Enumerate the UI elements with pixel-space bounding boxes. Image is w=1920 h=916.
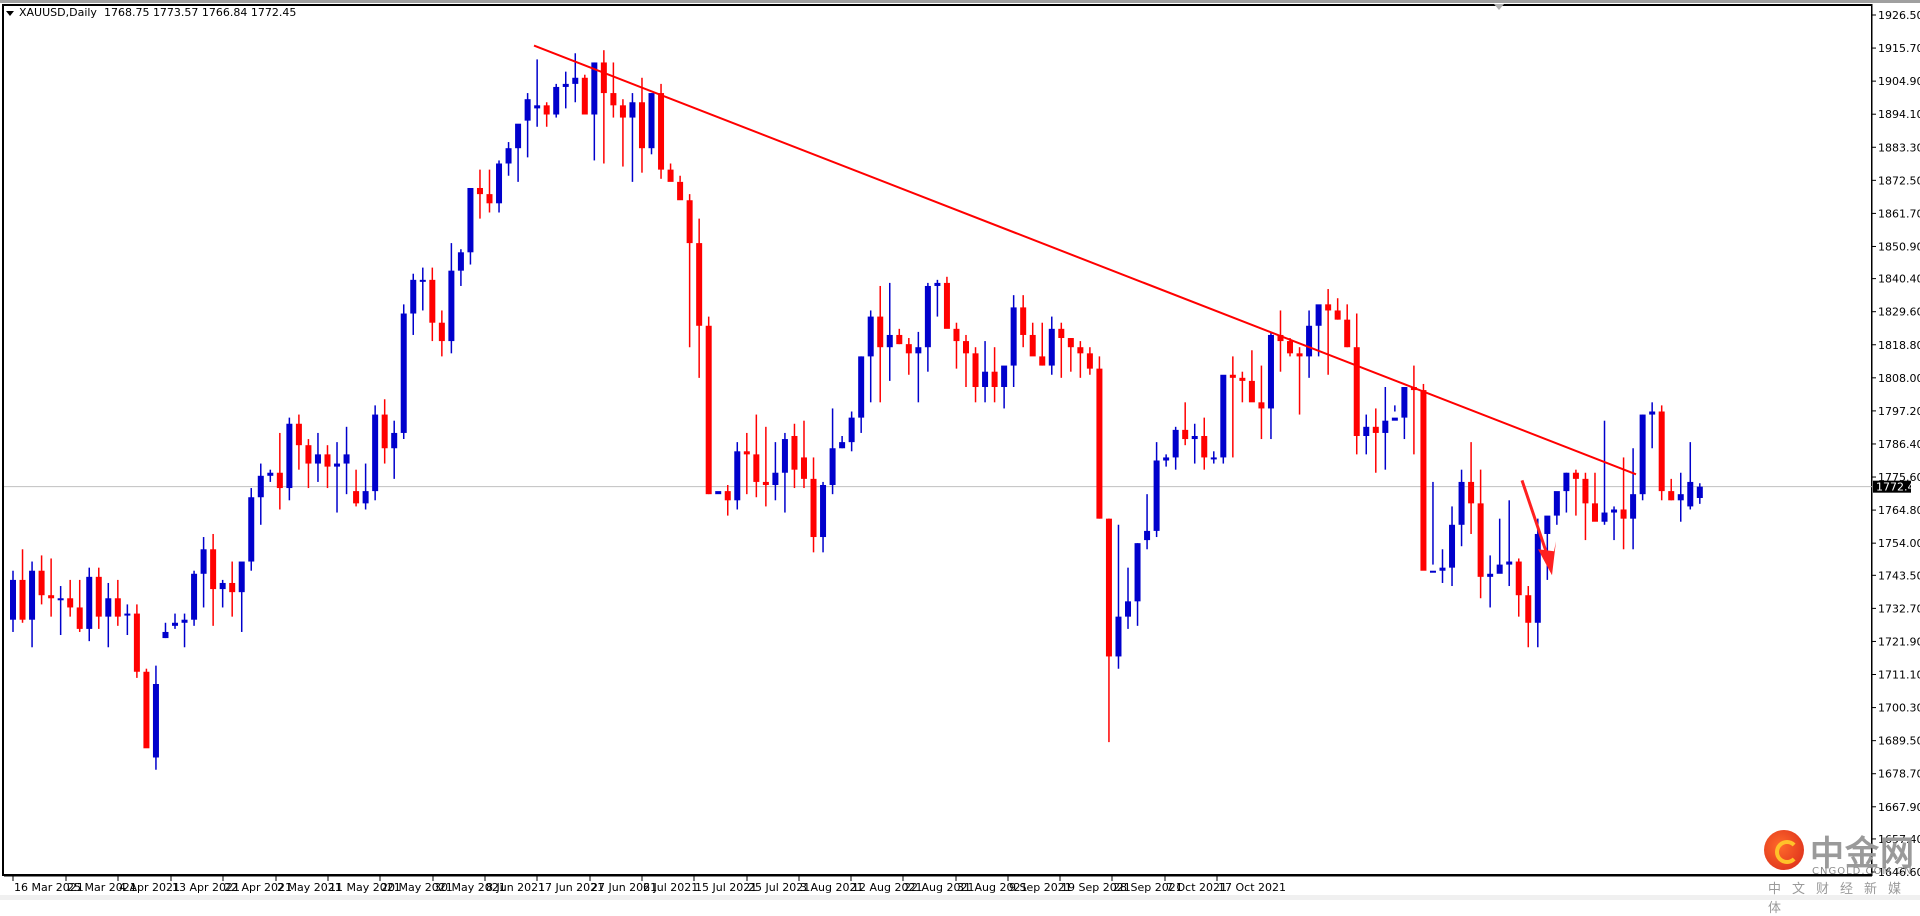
date-tick-label: 8 Jun 2021 xyxy=(486,881,545,894)
price-tick-label: 1861.70 xyxy=(1878,207,1920,220)
price-tick-label: 1904.90 xyxy=(1878,75,1920,88)
price-tick-label: 1786.40 xyxy=(1878,438,1920,451)
date-tick-label: 6 Jul 2021 xyxy=(643,881,698,894)
date-tick-label: 2 May 2021 xyxy=(277,881,342,894)
price-tick-label: 1797.20 xyxy=(1878,405,1920,418)
price-tick-label: 1926.50 xyxy=(1878,9,1920,22)
ohlc-values: 1768.75 1773.57 1766.84 1772.45 xyxy=(103,6,297,19)
date-tick-label: 25 Mar 2021 xyxy=(67,881,137,894)
price-tick-label: 1872.50 xyxy=(1878,174,1920,187)
cngold-logo-icon xyxy=(1764,830,1804,870)
price-tick-label: 1850.90 xyxy=(1878,240,1920,253)
symbol-timeframe: XAUUSD,Daily xyxy=(19,6,97,19)
watermark-cn: 中金网 xyxy=(1810,834,1915,874)
price-tick-label: 1678.70 xyxy=(1878,768,1920,781)
date-tick-label: 15 Jul 2021 xyxy=(695,881,757,894)
date-tick-label: 9 Sep 2021 xyxy=(1009,881,1072,894)
current-price-tag xyxy=(1873,480,1911,493)
price-tick-label: 1915.70 xyxy=(1878,42,1920,55)
price-tick-label: 1754.00 xyxy=(1878,537,1920,550)
date-tick-label: 12 Aug 2021 xyxy=(852,881,922,894)
date-tick-label: 17 Jun 2021 xyxy=(538,881,604,894)
down-arrow-icon xyxy=(1538,541,1556,576)
window-top-border xyxy=(0,0,1920,3)
price-tick-label: 1721.90 xyxy=(1878,635,1920,648)
date-tick-label: 22 Aug 2021 xyxy=(904,881,974,894)
date-tick-label: 25 Jul 2021 xyxy=(748,881,810,894)
date-tick-label: 17 Oct 2021 xyxy=(1218,881,1286,894)
price-tick-label: 1829.60 xyxy=(1878,306,1920,319)
date-tick-label: 3 Aug 2021 xyxy=(800,881,863,894)
date-tick-label: 31 Aug 2021 xyxy=(957,881,1027,894)
watermark-en: CNGOLD.COM.CN xyxy=(1812,866,1913,877)
date-tick-label: 30 May 2021 xyxy=(434,881,506,894)
price-tick-label: 1657.40 xyxy=(1878,833,1920,846)
date-tick-label: 28 Sep 2021 xyxy=(1113,881,1183,894)
date-tick-label: 16 Mar 2021 xyxy=(14,881,84,894)
chart-title: XAUUSD,Daily 1768.75 1773.57 1766.84 177… xyxy=(6,6,296,19)
price-tick-label: 1689.50 xyxy=(1878,735,1920,748)
window-bottom-bar xyxy=(0,895,1920,900)
price-tick-label: 1840.40 xyxy=(1878,273,1920,286)
date-tick-label: 13 Apr 2021 xyxy=(172,881,240,894)
price-tick-label: 1667.90 xyxy=(1878,801,1920,814)
current-price-label: 1772.45 xyxy=(1876,481,1920,494)
price-tick-label: 1764.80 xyxy=(1878,504,1920,517)
date-tick-label: 7 Oct 2021 xyxy=(1166,881,1227,894)
candles xyxy=(10,50,1703,770)
price-tick-label: 1883.30 xyxy=(1878,141,1920,154)
price-tick-label: 1894.10 xyxy=(1878,108,1920,121)
price-tick-label: 1646.60 xyxy=(1878,866,1920,879)
date-tick-label: 19 Sep 2021 xyxy=(1061,881,1131,894)
down-arrow-shaft xyxy=(1520,479,1550,558)
cngold-watermark: 中金网 CNGOLD.COM.CN 中文财经新媒体 xyxy=(1762,826,1920,916)
chart-shift-marker-icon[interactable] xyxy=(1494,4,1504,10)
price-tick-label: 1711.10 xyxy=(1878,669,1920,682)
date-tick-label: 4 Apr 2021 xyxy=(119,881,180,894)
price-tick-label: 1808.00 xyxy=(1878,372,1920,385)
dropdown-triangle-icon[interactable] xyxy=(6,10,14,16)
price-tick-label: 1818.80 xyxy=(1878,339,1920,352)
date-tick-label: 22 Apr 2021 xyxy=(224,881,292,894)
price-tick-label: 1732.70 xyxy=(1878,602,1920,615)
date-tick-label: 20 May 2021 xyxy=(381,881,453,894)
resistance-trendline[interactable] xyxy=(533,44,1637,476)
price-tick-label: 1743.50 xyxy=(1878,569,1920,582)
date-tick-label: 27 Jun 2021 xyxy=(591,881,657,894)
date-tick-label: 11 May 2021 xyxy=(329,881,401,894)
price-tick-label: 1700.30 xyxy=(1878,702,1920,715)
